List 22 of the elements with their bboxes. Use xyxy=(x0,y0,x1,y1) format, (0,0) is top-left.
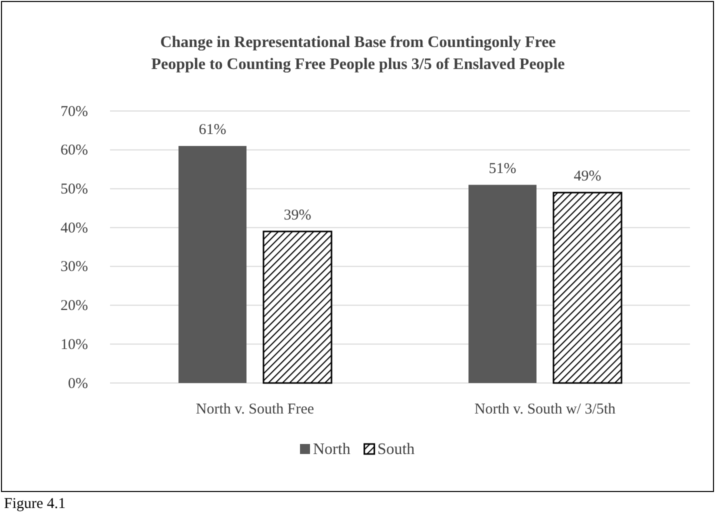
y-tick-label: 0% xyxy=(68,376,88,392)
bar xyxy=(262,230,332,384)
bar xyxy=(552,192,622,384)
data-label: 39% xyxy=(284,207,312,224)
y-tick-label: 60% xyxy=(60,142,88,159)
x-tick-label: North v. South w/ 3/5th xyxy=(474,402,616,418)
bar xyxy=(468,184,536,383)
bar xyxy=(178,146,246,383)
y-tick-label: 30% xyxy=(60,259,88,276)
y-tick-label: 40% xyxy=(60,220,88,236)
legend-label: North xyxy=(313,441,350,458)
chart-title: Change in Representational Base from Countingonly Free Peopple to Counting Free People plus 3/5 of Enslaved People xyxy=(151,34,565,73)
legend-label: South xyxy=(377,441,415,458)
x-tick-label: North v. South Free xyxy=(196,402,314,418)
y-tick-label: 70% xyxy=(60,104,88,120)
data-label: 49% xyxy=(574,168,602,185)
data-label: 51% xyxy=(488,160,516,177)
data-label: 61% xyxy=(198,122,226,138)
y-tick-label: 10% xyxy=(60,336,88,353)
y-tick-label: 20% xyxy=(60,298,88,314)
y-tick-label: 50% xyxy=(60,182,88,198)
caption: Figure 4.1 xyxy=(4,496,66,512)
